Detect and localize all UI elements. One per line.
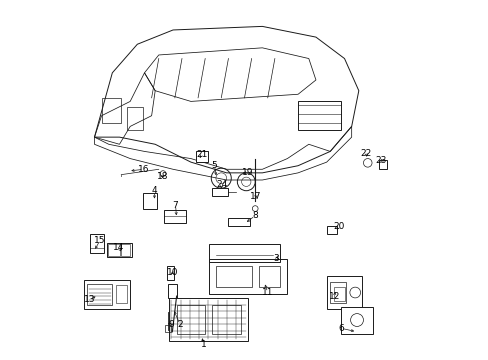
Bar <box>208 244 280 262</box>
Bar <box>340 307 372 334</box>
Text: 2: 2 <box>177 320 183 329</box>
Bar <box>90 234 104 253</box>
Text: 5: 5 <box>211 161 217 170</box>
Bar <box>228 217 249 226</box>
Bar <box>208 258 287 294</box>
Bar <box>176 305 205 334</box>
Text: 9: 9 <box>168 320 174 329</box>
Bar <box>329 282 346 303</box>
Bar <box>326 276 362 309</box>
Bar <box>83 280 130 309</box>
Text: 15: 15 <box>94 236 105 245</box>
Text: 3: 3 <box>273 254 279 263</box>
Bar <box>107 243 132 257</box>
Text: 13: 13 <box>84 295 96 304</box>
Text: 7: 7 <box>172 201 178 210</box>
Bar <box>116 285 126 303</box>
Text: 1: 1 <box>200 340 206 349</box>
Bar <box>211 188 227 196</box>
Text: 8: 8 <box>252 211 258 220</box>
Bar <box>258 266 280 287</box>
Bar <box>326 226 337 234</box>
Bar <box>121 244 130 256</box>
Bar <box>166 266 174 280</box>
Text: 20: 20 <box>333 222 344 231</box>
Bar <box>167 284 176 298</box>
Bar <box>298 102 340 130</box>
Text: 6: 6 <box>337 324 343 333</box>
Text: 23: 23 <box>374 156 386 165</box>
Text: 24: 24 <box>216 180 227 189</box>
Bar <box>142 193 157 208</box>
Bar <box>195 152 207 162</box>
Bar <box>107 244 120 256</box>
Text: 19: 19 <box>241 168 253 177</box>
Text: 17: 17 <box>250 192 261 201</box>
Bar <box>333 287 344 301</box>
Text: 10: 10 <box>167 268 179 277</box>
Bar <box>164 325 171 332</box>
Bar <box>378 160 386 169</box>
Text: 21: 21 <box>196 150 207 159</box>
Text: 16: 16 <box>138 165 149 174</box>
Text: 22: 22 <box>360 149 371 158</box>
Text: 18: 18 <box>156 172 168 181</box>
Text: 12: 12 <box>328 292 340 301</box>
Bar <box>169 298 247 341</box>
Text: 11: 11 <box>262 288 273 297</box>
Bar <box>216 266 251 287</box>
Bar <box>164 210 185 223</box>
Text: 4: 4 <box>151 186 157 195</box>
Bar <box>102 98 121 123</box>
Bar <box>212 305 241 334</box>
Bar <box>87 284 112 305</box>
Text: 14: 14 <box>113 243 124 252</box>
Bar <box>126 107 142 130</box>
